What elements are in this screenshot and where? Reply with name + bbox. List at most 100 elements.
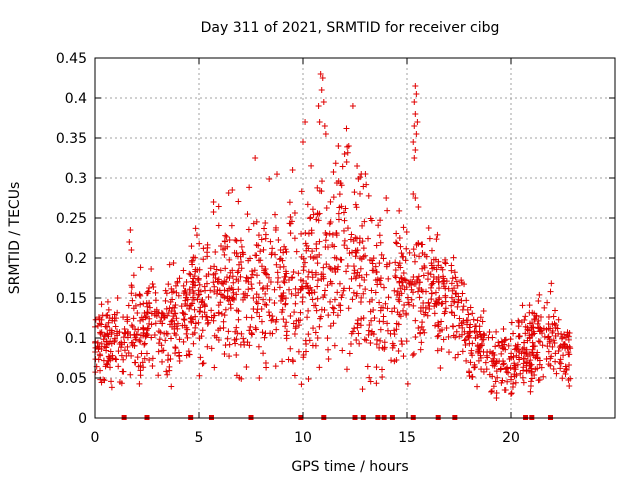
data-point (238, 375, 245, 382)
data-point (478, 333, 485, 340)
data-point (244, 275, 251, 282)
data-point (459, 348, 466, 355)
data-point (410, 350, 417, 357)
data-point (437, 365, 444, 372)
data-point (448, 294, 455, 301)
data-point (385, 275, 392, 282)
data-point (393, 292, 400, 299)
data-point (188, 258, 195, 265)
data-point (253, 242, 260, 249)
data-point (202, 287, 209, 294)
data-point (520, 355, 527, 362)
data-point (218, 291, 225, 298)
data-point (532, 366, 539, 373)
data-point (232, 236, 239, 243)
data-point (176, 275, 183, 282)
data-point (373, 242, 380, 249)
data-point (159, 347, 166, 354)
data-point (375, 222, 382, 229)
data-point (353, 273, 360, 280)
data-point (442, 305, 449, 312)
data-point (211, 312, 218, 319)
data-point (498, 379, 505, 386)
data-point (492, 378, 499, 385)
data-point (435, 321, 442, 328)
data-point (565, 333, 572, 340)
data-point (230, 279, 237, 286)
data-point (199, 360, 206, 367)
data-point (159, 320, 166, 327)
data-point (477, 314, 484, 321)
data-point (500, 361, 507, 368)
data-point (239, 249, 246, 256)
data-point (162, 337, 169, 344)
data-point (128, 290, 135, 297)
data-point (226, 256, 233, 263)
data-point (300, 277, 307, 284)
data-point (505, 342, 512, 349)
data-point (168, 335, 175, 342)
data-point (442, 308, 449, 315)
data-point (191, 306, 198, 313)
data-point (130, 315, 137, 322)
data-point (361, 218, 368, 225)
data-point (192, 313, 199, 320)
data-point (367, 378, 374, 385)
data-point (181, 316, 188, 323)
data-point (376, 344, 383, 351)
data-point (469, 310, 476, 317)
data-point (162, 287, 169, 294)
data-point (182, 311, 189, 318)
data-point (394, 288, 401, 295)
data-point (128, 282, 135, 289)
data-point (357, 174, 364, 181)
data-point (192, 282, 199, 289)
data-point (479, 318, 486, 325)
data-point (319, 75, 326, 81)
data-point (348, 275, 355, 282)
data-point (435, 278, 442, 285)
data-point (169, 317, 176, 324)
data-point (559, 344, 566, 351)
data-point (261, 225, 268, 232)
data-point (114, 309, 121, 316)
data-point (283, 248, 290, 255)
data-point (105, 319, 112, 326)
data-point (237, 237, 244, 244)
data-point (480, 368, 487, 375)
data-point (192, 324, 199, 331)
data-point (309, 296, 316, 303)
data-point (232, 340, 239, 347)
data-point (210, 271, 217, 278)
data-point (137, 292, 144, 299)
data-point (557, 365, 564, 372)
data-point (414, 119, 421, 125)
data-point (345, 143, 352, 149)
data-point (448, 302, 455, 309)
data-point (455, 299, 462, 306)
data-point (111, 335, 118, 342)
data-point (335, 263, 342, 270)
data-point (200, 256, 207, 263)
data-point (521, 317, 528, 324)
data-point (327, 298, 334, 305)
data-point (222, 238, 229, 245)
data-point (477, 352, 484, 359)
data-point (339, 347, 346, 354)
data-point (287, 345, 294, 352)
data-point (439, 266, 446, 273)
data-point (233, 291, 240, 298)
data-point (357, 299, 364, 306)
data-point (116, 379, 123, 385)
data-point (343, 366, 350, 373)
data-point (137, 264, 144, 271)
data-point (453, 328, 460, 335)
data-point (318, 87, 325, 93)
data-point (500, 360, 507, 367)
data-point (237, 253, 244, 260)
data-point (108, 378, 115, 385)
data-point (550, 313, 557, 320)
data-point (317, 71, 324, 77)
data-point (137, 301, 144, 308)
data-point (555, 330, 562, 337)
